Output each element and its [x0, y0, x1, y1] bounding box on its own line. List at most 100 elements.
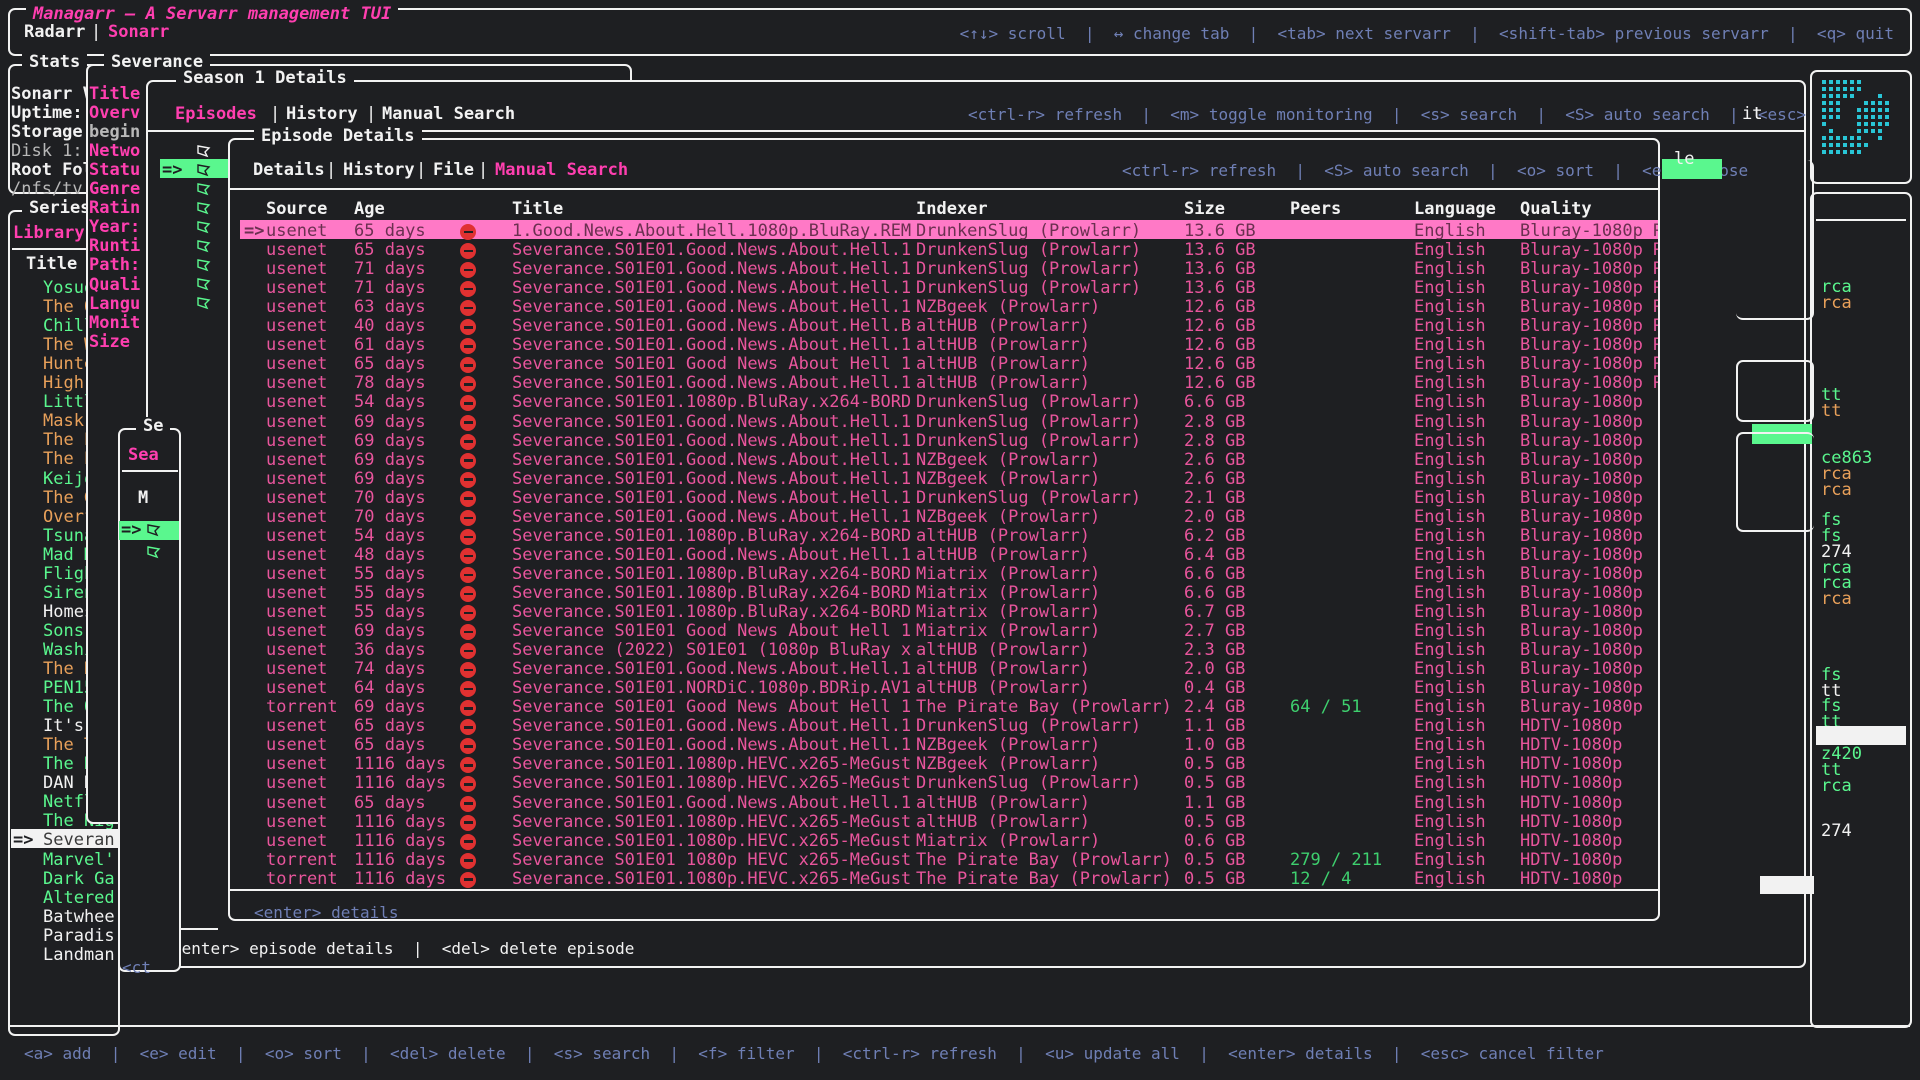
rejection-minus-icon[interactable] — [460, 490, 476, 507]
results-cell-size[interactable]: 2.6 GB — [1184, 469, 1246, 489]
rejection-minus-icon[interactable] — [460, 605, 476, 621]
results-cell-quality[interactable]: Bluray-1080p — [1520, 641, 1643, 661]
results-cell-title[interactable]: Severance S01E01 Good News About Hell 10… — [512, 355, 912, 375]
results-cell-size[interactable]: 0.6 GB — [1184, 831, 1246, 851]
results-cell-indexer[interactable]: NZBgeek (Prowlarr) — [916, 450, 1101, 470]
results-cell-title[interactable]: Severance.S01E01.Good.News.About.Hell.10… — [512, 507, 912, 527]
right-fragment-selected-row[interactable] — [1816, 726, 1906, 745]
results-cell-indexer[interactable]: NZBgeek (Prowlarr) — [916, 736, 1101, 756]
results-cell-age[interactable]: 36 days — [354, 641, 426, 661]
rejection-minus-icon[interactable] — [460, 814, 476, 831]
results-cell-size[interactable]: 6.7 GB — [1184, 603, 1246, 622]
results-cell-age[interactable]: 1116 days — [354, 755, 447, 775]
results-cell-source[interactable]: usenet — [266, 793, 328, 813]
rejection-minus-icon[interactable] — [460, 566, 476, 583]
results-cell-indexer[interactable]: altHUB (Prowlarr) — [916, 526, 1090, 546]
results-cell-title[interactable]: Severance (2022) S01E01 (1080p BluRay x2… — [512, 641, 912, 661]
rejection-minus-icon[interactable] — [460, 776, 476, 793]
results-cell-quality[interactable]: Bluray-1080p — [1520, 526, 1643, 546]
results-cell-source[interactable]: usenet — [266, 374, 328, 394]
rejection-minus-icon[interactable] — [460, 319, 476, 336]
results-cell-age[interactable]: 1116 days — [354, 850, 447, 870]
results-cell-language[interactable]: English — [1414, 336, 1486, 356]
results-cell-language[interactable]: English — [1414, 412, 1486, 432]
results-cell-quality[interactable]: Bluray-1080p Re — [1520, 336, 1658, 356]
ep-tab-file[interactable]: File — [433, 160, 474, 180]
results-cell-indexer[interactable]: DrunkenSlug (Prowlarr) — [916, 260, 1142, 280]
results-cell-source[interactable]: usenet — [266, 222, 328, 241]
results-cell-language[interactable]: English — [1414, 431, 1486, 451]
results-cell-quality[interactable]: Bluray-1080p — [1520, 564, 1643, 584]
results-cell-title[interactable]: Severance.S01E01.Good.News.About.Hell.10… — [512, 660, 912, 680]
results-cell-language[interactable]: English — [1414, 736, 1486, 756]
results-cell-title[interactable]: Severance.S01E01.1080p.HEVC.x265-MeGusta — [512, 755, 912, 775]
results-cell-title[interactable]: Severance.S01E01.Good.News.About.Hell.Bl… — [512, 317, 912, 337]
results-cell-title[interactable]: Severance.S01E01.1080p.BluRay.x264-BORDU… — [512, 583, 912, 603]
results-cell-source[interactable]: usenet — [266, 260, 328, 280]
results-cell-size[interactable]: 0.5 GB — [1184, 850, 1246, 870]
results-cell-size[interactable]: 2.6 GB — [1184, 450, 1246, 470]
results-cell-source[interactable]: usenet — [266, 412, 328, 432]
results-cell-indexer[interactable]: Miatrix (Prowlarr) — [916, 583, 1101, 603]
results-cell-age[interactable]: 69 days — [354, 431, 426, 451]
results-cell-size[interactable]: 12.6 GB — [1184, 374, 1256, 394]
results-cell-source[interactable]: usenet — [266, 355, 328, 375]
results-cell-size[interactable]: 6.6 GB — [1184, 583, 1246, 603]
results-cell-indexer[interactable]: NZBgeek (Prowlarr) — [916, 298, 1101, 318]
results-cell-language[interactable]: English — [1414, 793, 1486, 813]
results-cell-source[interactable]: usenet — [266, 450, 328, 470]
monitor-row-selected[interactable] — [160, 159, 230, 179]
results-cell-source[interactable]: usenet — [266, 469, 328, 489]
results-cell-title[interactable]: Severance.S01E01.Good.News.About.Hell.10… — [512, 412, 912, 432]
results-cell-age[interactable]: 55 days — [354, 583, 426, 603]
results-cell-title[interactable]: Severance.S01E01.Good.News.About.Hell.10… — [512, 469, 912, 489]
results-cell-age[interactable]: 1116 days — [354, 869, 447, 889]
results-cell-size[interactable]: 2.7 GB — [1184, 622, 1246, 642]
results-cell-quality[interactable]: Bluray-1080p Re — [1520, 279, 1658, 299]
results-cell-quality[interactable]: Bluray-1080p — [1520, 450, 1643, 470]
rejection-minus-icon[interactable] — [460, 833, 476, 850]
results-cell-age[interactable]: 55 days — [354, 564, 426, 584]
results-cell-source[interactable]: usenet — [266, 774, 328, 794]
results-cell-indexer[interactable]: altHUB (Prowlarr) — [916, 660, 1090, 680]
results-cell-age[interactable]: 70 days — [354, 488, 426, 508]
results-cell-source[interactable]: usenet — [266, 641, 328, 661]
results-cell-language[interactable]: English — [1414, 622, 1486, 642]
results-cell-age[interactable]: 48 days — [354, 545, 426, 565]
results-cell-title[interactable]: Severance.S01E01.Good.News.About.Hell.10… — [512, 260, 912, 280]
results-cell-quality[interactable]: HDTV-1080p — [1520, 717, 1623, 737]
results-column-header-title[interactable]: Title — [512, 199, 564, 219]
results-cell-language[interactable]: English — [1414, 526, 1486, 546]
results-cell-title[interactable]: Severance.S01E01.Good.News.About.Hell.10… — [512, 736, 912, 756]
results-cell-age[interactable]: 69 days — [354, 412, 426, 432]
results-cell-quality[interactable]: HDTV-1080p — [1520, 755, 1623, 775]
results-cell-size[interactable]: 6.6 GB — [1184, 393, 1246, 413]
results-cell-source[interactable]: usenet — [266, 812, 328, 832]
rejection-minus-icon[interactable] — [460, 795, 476, 812]
series-item-label[interactable]: Paradis — [43, 925, 115, 946]
results-cell-title[interactable]: Severance.S01E01.Good.News.About.Hell.10… — [512, 241, 912, 261]
results-cell-age[interactable]: 69 days — [354, 450, 426, 470]
results-cell-quality[interactable]: Bluray-1080p — [1520, 431, 1643, 451]
results-cell-indexer[interactable]: NZBgeek (Prowlarr) — [916, 755, 1101, 775]
results-cell-indexer[interactable]: DrunkenSlug (Prowlarr) — [916, 774, 1142, 794]
results-cell-language[interactable]: English — [1414, 869, 1486, 889]
servarr-tab-radarr[interactable]: Radarr — [24, 22, 86, 42]
ep-tab-details[interactable]: Details — [253, 160, 325, 180]
results-cell-source[interactable]: usenet — [266, 603, 328, 622]
results-cell-size[interactable]: 2.8 GB — [1184, 412, 1246, 432]
series-item-label[interactable]: PEN15 — [43, 678, 95, 699]
results-cell-indexer[interactable]: DrunkenSlug (Prowlarr) — [916, 222, 1142, 241]
results-cell-age[interactable]: 65 days — [354, 241, 426, 261]
results-cell-source[interactable]: usenet — [266, 526, 328, 546]
results-cell-language[interactable]: English — [1414, 545, 1486, 565]
results-cell-source[interactable]: usenet — [266, 736, 328, 756]
results-cell-indexer[interactable]: The Pirate Bay (Prowlarr) — [916, 869, 1172, 889]
results-cell-quality[interactable]: HDTV-1080p — [1520, 736, 1623, 756]
rejection-minus-icon[interactable] — [460, 281, 476, 298]
results-cell-source[interactable]: usenet — [266, 431, 328, 451]
results-cell-peers[interactable]: 12 / 4 — [1290, 868, 1352, 889]
results-cell-size[interactable]: 12.6 GB — [1184, 298, 1256, 318]
rejection-minus-icon[interactable] — [460, 395, 476, 412]
rejection-minus-icon[interactable] — [460, 300, 476, 317]
